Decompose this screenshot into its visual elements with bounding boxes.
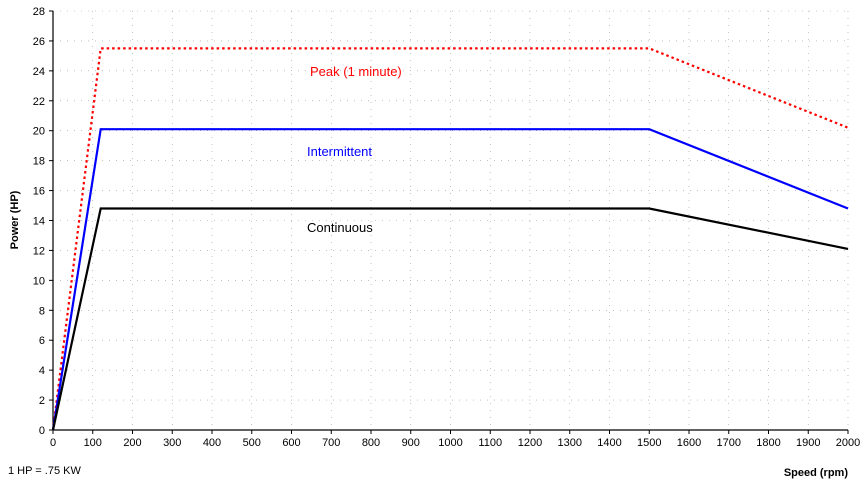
y-tick-label: 18 xyxy=(33,156,45,168)
x-tick-label: 0 xyxy=(50,437,56,449)
y-tick-label: 14 xyxy=(33,216,45,228)
x-tick-label: 1500 xyxy=(637,437,661,449)
gridlines xyxy=(53,10,849,430)
intermittent-label: Intermittent xyxy=(307,144,372,159)
y-axis-title: Power (HP) xyxy=(9,190,21,249)
y-tick-label: 0 xyxy=(39,425,45,437)
continuous-line xyxy=(51,207,849,431)
x-tick-label: 1200 xyxy=(518,437,542,449)
x-tick-label: 800 xyxy=(362,437,380,449)
x-tick-label: 1400 xyxy=(597,437,621,449)
x-tick-label: 900 xyxy=(402,437,420,449)
y-tick-label: 10 xyxy=(33,275,45,287)
x-tick-label: 1800 xyxy=(756,437,780,449)
y-tick-label: 20 xyxy=(33,126,45,138)
y-tick-label: 6 xyxy=(39,335,45,347)
y-tick-label: 4 xyxy=(39,365,45,377)
x-tick-label: 1700 xyxy=(717,437,741,449)
x-tick-label: 100 xyxy=(84,437,102,449)
x-tick-label: 400 xyxy=(203,437,221,449)
x-tick-label: 1900 xyxy=(796,437,820,449)
y-tick-label: 12 xyxy=(33,245,45,257)
x-axis-title: Speed (rpm) xyxy=(784,467,849,479)
x-tick-label: 1000 xyxy=(438,437,462,449)
x-tick-label: 200 xyxy=(123,437,141,449)
y-tick-label: 16 xyxy=(33,186,45,198)
x-tick-label: 1300 xyxy=(558,437,582,449)
series-lines xyxy=(51,47,849,431)
x-tick-label: 1600 xyxy=(677,437,701,449)
peak-1-minute-label: Peak (1 minute) xyxy=(310,64,402,79)
intermittent-line xyxy=(51,128,849,431)
series-labels: Peak (1 minute) Intermittent Continuous xyxy=(307,64,402,235)
y-tick-label: 22 xyxy=(33,96,45,108)
y-tick-label: 24 xyxy=(33,66,45,78)
axes xyxy=(49,10,849,434)
peak-1-minute-line xyxy=(51,47,849,431)
x-tick-label: 300 xyxy=(163,437,181,449)
y-tick-label: 28 xyxy=(33,6,45,18)
y-tick-label: 2 xyxy=(39,395,45,407)
y-tick-label: 8 xyxy=(39,305,45,317)
x-tick-label: 600 xyxy=(282,437,300,449)
continuous-label: Continuous xyxy=(307,220,373,235)
x-tick-label: 2000 xyxy=(836,437,860,449)
x-tick-label: 1100 xyxy=(478,437,502,449)
conversion-note: 1 HP = .75 KW xyxy=(8,465,81,477)
x-tick-label: 700 xyxy=(322,437,340,449)
x-tick-label: 500 xyxy=(243,437,261,449)
y-tick-label: 26 xyxy=(33,36,45,48)
